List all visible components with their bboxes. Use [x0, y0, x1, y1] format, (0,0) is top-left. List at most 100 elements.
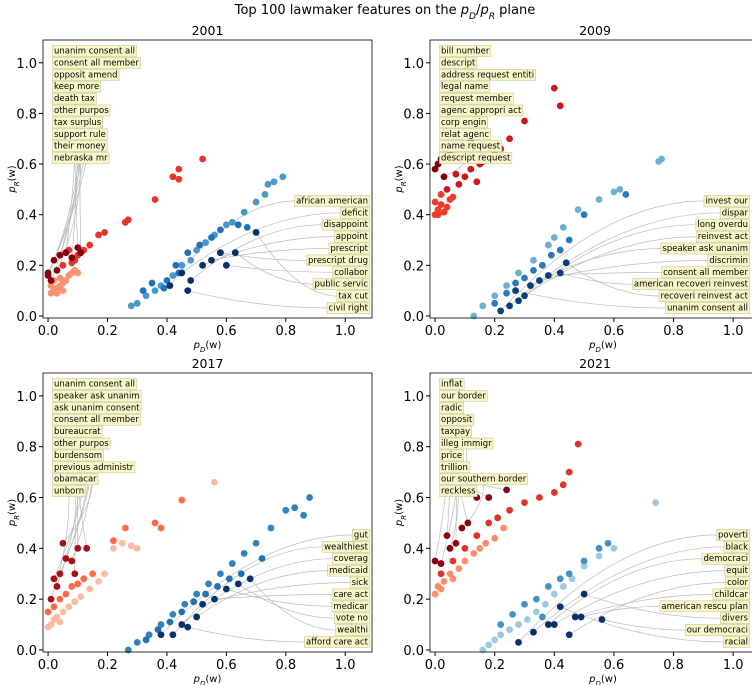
point [193, 590, 201, 598]
connector [515, 290, 668, 309]
x-tick-label: 0.8 [275, 324, 296, 339]
annotation-box [339, 207, 370, 219]
annotation-box [439, 57, 478, 69]
x-tick-label: 0.4 [157, 324, 178, 339]
point [506, 626, 513, 634]
annotation-box [665, 302, 750, 314]
point [616, 185, 624, 193]
point [547, 251, 555, 259]
annotation-label: ask unanim consent [54, 403, 140, 413]
connector [449, 496, 459, 549]
point [225, 575, 233, 583]
point [521, 274, 528, 282]
point [83, 544, 91, 552]
point [50, 256, 58, 264]
label-part: p [193, 674, 200, 685]
point [550, 234, 558, 241]
annotation-label: vote no [336, 614, 368, 624]
connector [235, 252, 315, 285]
annotation-label: medicar [333, 602, 368, 612]
point [163, 277, 171, 284]
label-part: D [595, 680, 601, 685]
annotation-label: inflat [441, 380, 463, 390]
point [252, 229, 260, 236]
connector [214, 594, 334, 600]
point [59, 539, 67, 547]
point [208, 234, 215, 241]
label-part: / [476, 3, 481, 18]
point [56, 570, 64, 578]
label-part: Top 100 lawmaker features on the [234, 3, 461, 18]
point [62, 277, 70, 284]
annotation-box [52, 437, 111, 450]
annotation-label: consent all member [663, 268, 748, 278]
x-axis-label: pD(w) [193, 340, 222, 354]
point [577, 613, 585, 621]
annotation-label: name request [441, 142, 501, 152]
point [562, 259, 570, 267]
point [47, 277, 55, 284]
point [455, 565, 463, 573]
y-tick-label: 0.0 [16, 310, 37, 325]
label-part: p [7, 520, 18, 527]
point [47, 282, 55, 289]
annotation-box [439, 461, 470, 474]
y-tick-label: 1.0 [403, 57, 424, 72]
annotation-label: appoint [336, 232, 369, 242]
point [482, 539, 490, 547]
x-tick-label: 0.2 [484, 324, 505, 339]
label-part: R [400, 181, 408, 186]
point [509, 610, 516, 618]
y-tick-label: 1.0 [403, 390, 424, 405]
point [151, 287, 159, 295]
annotation-box [724, 564, 750, 577]
point [68, 254, 76, 262]
point [595, 552, 603, 560]
annotation-label: unanim consent all [54, 47, 135, 57]
x-axis-label: pD(w) [588, 340, 617, 354]
annotation-box [52, 485, 86, 497]
label-part: p [588, 340, 595, 351]
annotation-box [52, 57, 141, 69]
connector [500, 200, 706, 312]
annotation-box [349, 576, 370, 589]
annotation-box [659, 600, 750, 613]
point [243, 223, 251, 231]
point [62, 249, 70, 257]
y-axis-label: pR(w) [7, 165, 21, 193]
point [452, 539, 460, 547]
point [521, 600, 528, 608]
annotation-box [328, 242, 370, 255]
point [62, 590, 70, 598]
point [154, 626, 162, 634]
annotation-label: descript request [441, 154, 511, 164]
point [461, 557, 469, 565]
point [467, 165, 475, 173]
point [77, 249, 85, 257]
y-tick-label: 0.8 [403, 441, 424, 456]
point [193, 613, 201, 621]
annotation-box [312, 278, 370, 291]
y-axis-label: pR(w) [7, 499, 21, 527]
annotation-label: illeg immigr [441, 439, 492, 449]
point [47, 621, 55, 628]
label-part: R [13, 181, 21, 186]
point [59, 287, 67, 295]
connector [238, 583, 336, 619]
point [228, 560, 236, 567]
annotation-label: american rescu plan [661, 602, 748, 612]
point [580, 557, 588, 565]
point [485, 641, 493, 649]
annotation-label: wealthi [337, 626, 368, 636]
annotation-box [716, 529, 750, 541]
annotation-box [439, 425, 473, 438]
annotation-box [52, 473, 99, 486]
point [598, 616, 606, 623]
annotation-label: request member [441, 94, 512, 104]
points [44, 478, 313, 654]
point [47, 595, 55, 603]
point [527, 282, 534, 289]
annotation-box [660, 242, 750, 255]
point [62, 555, 70, 562]
